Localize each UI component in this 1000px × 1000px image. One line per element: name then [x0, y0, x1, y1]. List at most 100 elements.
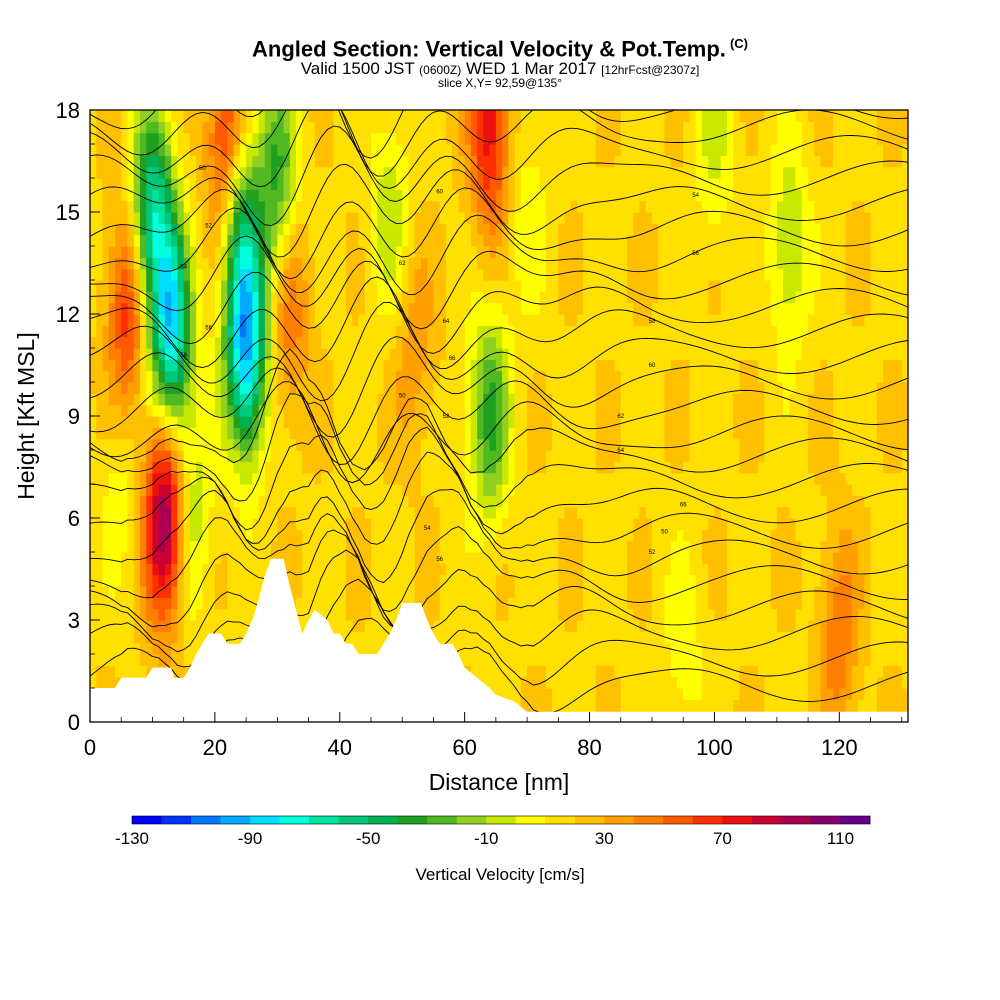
- heatmap-cell: [214, 155, 222, 168]
- heatmap-cell: [370, 234, 378, 247]
- heatmap-cell: [139, 416, 147, 428]
- heatmap-cell: [602, 654, 609, 666]
- heatmap-cell: [370, 642, 378, 655]
- heatmap-cell: [627, 665, 634, 678]
- heatmap-cell: [239, 506, 247, 519]
- heatmap-cell: [570, 654, 578, 666]
- heatmap-cell: [289, 144, 297, 156]
- heatmap-cell: [552, 597, 559, 610]
- heatmap-cell: [214, 268, 222, 281]
- heatmap-cell: [645, 608, 653, 621]
- heatmap-cell: [102, 325, 110, 338]
- heatmap-cell: [358, 302, 366, 315]
- heatmap-cell: [583, 472, 591, 485]
- heatmap-cell: [552, 280, 559, 292]
- heatmap-cell: [458, 382, 466, 394]
- heatmap-cell: [108, 586, 116, 598]
- heatmap-cell: [121, 348, 129, 360]
- heatmap-cell: [539, 586, 547, 598]
- heatmap-cell: [158, 563, 166, 576]
- heatmap-cell: [358, 518, 366, 530]
- heatmap-cell: [439, 200, 447, 213]
- heatmap-cell: [595, 642, 603, 655]
- heatmap-cell: [608, 676, 616, 689]
- heatmap-cell: [177, 608, 185, 621]
- heatmap-cell: [470, 529, 478, 542]
- heatmap-cell: [202, 563, 210, 576]
- heatmap-cell: [452, 200, 460, 213]
- heatmap-cell: [589, 506, 597, 519]
- heatmap-cell: [558, 314, 566, 326]
- heatmap-cell: [183, 552, 191, 564]
- heatmap-cell: [470, 189, 478, 202]
- heatmap-cell: [208, 223, 216, 236]
- heatmap-cell: [608, 212, 616, 224]
- heatmap-cell: [352, 336, 360, 349]
- heatmap-cell: [108, 257, 116, 270]
- heatmap-cell: [452, 642, 460, 655]
- heatmap-cell: [383, 223, 391, 236]
- heatmap-cell: [246, 563, 253, 576]
- heatmap-cell: [614, 246, 622, 258]
- heatmap-cell: [314, 302, 322, 315]
- heatmap-cell: [377, 416, 385, 428]
- heatmap-cell: [458, 121, 466, 134]
- heatmap-cell: [271, 552, 278, 564]
- heatmap-cell: [221, 608, 228, 621]
- heatmap-cell: [589, 370, 597, 383]
- heatmap-cell: [139, 302, 147, 315]
- heatmap-cell: [570, 359, 578, 372]
- heatmap-cell: [221, 393, 228, 406]
- heatmap-cell: [258, 200, 266, 213]
- heatmap-cell: [495, 166, 503, 179]
- heatmap-cell: [627, 404, 634, 417]
- heatmap-cell: [651, 586, 659, 598]
- heatmap-cell: [264, 506, 272, 519]
- heatmap-cell: [333, 291, 341, 304]
- heatmap-cell: [171, 302, 179, 315]
- heatmap-cell: [114, 234, 122, 247]
- heatmap-cell: [577, 268, 584, 281]
- heatmap-cell: [508, 144, 516, 156]
- heatmap-cell: [627, 280, 634, 292]
- heatmap-cell: [595, 631, 603, 644]
- heatmap-cell: [214, 234, 222, 247]
- heatmap-cell: [502, 325, 509, 338]
- heatmap-cell: [502, 586, 509, 598]
- heatmap-cell: [520, 438, 528, 451]
- heatmap-cell: [514, 529, 522, 542]
- heatmap-cell: [602, 212, 609, 224]
- heatmap-cell: [595, 416, 603, 428]
- heatmap-cell: [90, 246, 97, 258]
- heatmap-cell: [514, 574, 522, 587]
- heatmap-cell: [346, 166, 353, 179]
- heatmap-cell: [639, 234, 647, 247]
- heatmap-cell: [664, 484, 672, 496]
- heatmap-cell: [608, 302, 616, 315]
- heatmap-cell: [246, 302, 253, 315]
- heatmap-cell: [277, 144, 285, 156]
- heatmap-cell: [152, 110, 160, 122]
- heatmap-cell: [395, 314, 403, 326]
- heatmap-cell: [346, 268, 353, 281]
- heatmap-cell: [564, 370, 572, 383]
- heatmap-cell: [433, 178, 441, 190]
- heatmap-cell: [583, 574, 591, 587]
- heatmap-cell: [651, 257, 659, 270]
- heatmap-cell: [102, 495, 110, 508]
- heatmap-cell: [196, 438, 203, 451]
- heatmap-cell: [308, 404, 316, 417]
- heatmap-cell: [552, 325, 559, 338]
- heatmap-cell: [445, 438, 453, 451]
- heatmap-cell: [495, 382, 503, 394]
- heatmap-cell: [539, 200, 547, 213]
- heatmap-cell: [352, 518, 360, 530]
- heatmap-cell: [514, 654, 522, 666]
- heatmap-cell: [577, 608, 584, 621]
- heatmap-cell: [552, 257, 559, 270]
- heatmap-cell: [552, 620, 559, 632]
- heatmap-cell: [339, 393, 347, 406]
- heatmap-cell: [189, 608, 197, 621]
- heatmap-cell: [333, 336, 341, 349]
- heatmap-cell: [477, 336, 484, 349]
